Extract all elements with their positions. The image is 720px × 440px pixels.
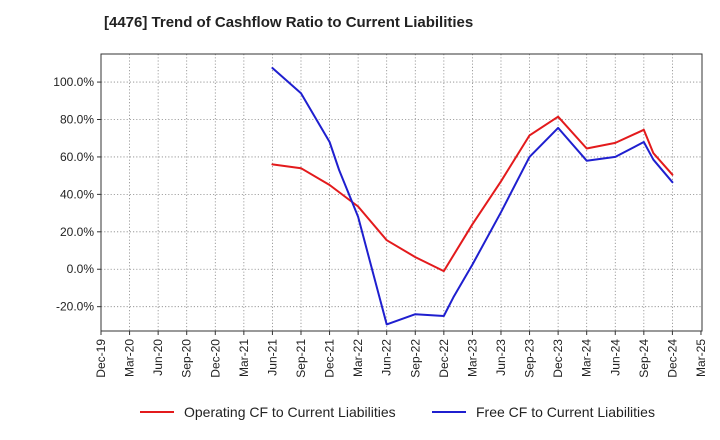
legend-label-free: Free CF to Current Liabilities — [476, 404, 655, 420]
x-tick-label: Dec-20 — [208, 339, 222, 378]
x-tick-label: Dec-22 — [437, 339, 451, 378]
y-tick-label: 20.0% — [60, 225, 94, 239]
x-tick-label: Mar-21 — [237, 339, 251, 377]
x-tick-label: Jun-23 — [494, 339, 508, 376]
legend-item-operating: Operating CF to Current Liabilities — [140, 404, 396, 420]
x-tick-label: Jun-24 — [608, 339, 622, 376]
legend-swatch-free — [432, 411, 466, 413]
legend-swatch-operating — [140, 411, 174, 413]
grid-lines — [101, 54, 702, 331]
y-tick-label: -20.0% — [56, 300, 94, 314]
x-tick-label: Sep-24 — [637, 339, 651, 378]
x-axis-ticks: Dec-19 Mar-20 Jun-20 Sep-20 Dec-20 Mar-21 Jun-… — [94, 331, 708, 378]
series-lines — [271, 67, 674, 326]
plot-frame — [100, 53, 703, 332]
x-tick-label: Dec-21 — [323, 339, 337, 378]
x-tick-label: Sep-21 — [294, 339, 308, 378]
x-tick-label: Jun-20 — [151, 339, 165, 376]
plot-background — [101, 54, 702, 331]
x-tick-label: Dec-23 — [551, 339, 565, 378]
x-tick-label: Dec-19 — [94, 339, 108, 378]
y-tick-label: 60.0% — [60, 150, 94, 164]
x-tick-label: Sep-23 — [523, 339, 537, 378]
x-tick-label: Jun-21 — [265, 339, 279, 376]
x-tick-label: Sep-22 — [408, 339, 422, 378]
x-tick-label: Jun-22 — [380, 339, 394, 376]
y-tick-label: 80.0% — [60, 113, 94, 127]
y-axis-ticks: 100.0% 80.0% 60.0% 40.0% 20.0% 0.0% -20.0% — [53, 75, 101, 314]
x-tick-label: Mar-20 — [123, 339, 137, 377]
series-line-operating-cf — [271, 115, 674, 273]
series-line-free-cf — [271, 67, 674, 326]
x-tick-label: Mar-24 — [580, 339, 594, 377]
x-tick-label: Sep-20 — [180, 339, 194, 378]
x-tick-label: Mar-25 — [694, 339, 708, 377]
chart-title: [4476] Trend of Cashflow Ratio to Curren… — [104, 14, 474, 31]
legend: Operating CF to Current Liabilities Free… — [0, 404, 720, 424]
x-tick-label: Dec-24 — [665, 339, 679, 378]
y-tick-label: 40.0% — [60, 187, 94, 201]
x-tick-label: Mar-23 — [465, 339, 479, 377]
legend-item-free: Free CF to Current Liabilities — [432, 404, 655, 420]
y-tick-label: 100.0% — [53, 75, 94, 89]
x-tick-label: Mar-22 — [351, 339, 365, 377]
legend-label-operating: Operating CF to Current Liabilities — [184, 404, 396, 420]
y-tick-label: 0.0% — [67, 262, 95, 276]
